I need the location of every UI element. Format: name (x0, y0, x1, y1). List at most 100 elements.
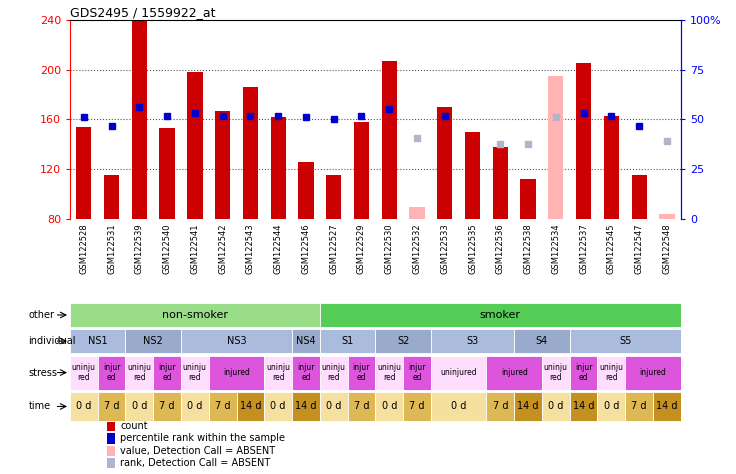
Text: S2: S2 (397, 336, 409, 346)
Bar (598, 392, 626, 420)
Bar (70, 392, 98, 420)
Text: GSM122533: GSM122533 (440, 223, 449, 274)
Text: GDS2495 / 1559922_at: GDS2495 / 1559922_at (70, 6, 216, 19)
Text: NS1: NS1 (88, 336, 107, 346)
Text: GSM122544: GSM122544 (274, 223, 283, 273)
Bar (107, 446, 116, 456)
Text: GSM122535: GSM122535 (468, 223, 477, 274)
Text: GSM122529: GSM122529 (357, 223, 366, 273)
Text: uninju
red: uninju red (183, 363, 207, 382)
Text: injur
ed: injur ed (575, 363, 592, 382)
Bar (437, 107, 453, 219)
Bar (486, 392, 514, 420)
Text: 0 d: 0 d (604, 401, 619, 411)
Bar (98, 392, 125, 420)
Bar (465, 132, 480, 219)
Text: uninju
red: uninju red (322, 363, 346, 382)
Bar (626, 392, 653, 420)
Bar (653, 392, 681, 420)
Text: time: time (29, 401, 51, 411)
Text: 0 d: 0 d (326, 401, 342, 411)
Text: GSM122542: GSM122542 (218, 223, 227, 273)
Text: S5: S5 (619, 336, 631, 346)
Bar (209, 356, 264, 390)
Text: injur
ed: injur ed (353, 363, 370, 382)
Bar (626, 356, 681, 390)
Text: S1: S1 (342, 336, 354, 346)
Bar (132, 20, 147, 219)
Bar (347, 392, 375, 420)
Bar (181, 329, 292, 353)
Bar (576, 64, 591, 219)
Bar (320, 392, 347, 420)
Text: S4: S4 (536, 336, 548, 346)
Bar (320, 356, 347, 390)
Bar (292, 356, 320, 390)
Bar (264, 392, 292, 420)
Text: uninju
red: uninju red (544, 363, 568, 382)
Bar (153, 356, 181, 390)
Text: GSM122537: GSM122537 (579, 223, 588, 274)
Bar (542, 356, 570, 390)
Bar (570, 392, 598, 420)
Text: injured: injured (500, 368, 528, 377)
Text: injur
ed: injur ed (158, 363, 176, 382)
Bar (431, 329, 514, 353)
Text: uninju
red: uninju red (72, 363, 96, 382)
Text: 0 d: 0 d (187, 401, 202, 411)
Text: count: count (120, 421, 148, 431)
Bar (542, 392, 570, 420)
Text: 14 d: 14 d (657, 401, 678, 411)
Text: GSM122547: GSM122547 (634, 223, 644, 274)
Bar (492, 147, 508, 219)
Text: 7 d: 7 d (631, 401, 647, 411)
Text: non-smoker: non-smoker (162, 310, 228, 320)
Bar (236, 392, 264, 420)
Bar (375, 329, 431, 353)
Bar (160, 128, 174, 219)
Text: GSM122527: GSM122527 (329, 223, 339, 274)
Bar (271, 117, 286, 219)
Bar (431, 392, 486, 420)
Bar (375, 356, 403, 390)
Bar (70, 356, 98, 390)
Bar (292, 392, 320, 420)
Text: injured: injured (223, 368, 250, 377)
Bar (125, 356, 153, 390)
Bar (409, 207, 425, 219)
Text: 7 d: 7 d (160, 401, 175, 411)
Text: 14 d: 14 d (295, 401, 316, 411)
Text: 0 d: 0 d (76, 401, 91, 411)
Bar (292, 329, 320, 353)
Bar (181, 392, 209, 420)
Bar (76, 127, 91, 219)
Bar (153, 392, 181, 420)
Bar (215, 111, 230, 219)
Bar (187, 72, 202, 219)
Text: injur
ed: injur ed (408, 363, 425, 382)
Bar (486, 356, 542, 390)
Text: GSM122539: GSM122539 (135, 223, 144, 274)
Text: GSM122534: GSM122534 (551, 223, 560, 274)
Text: 7 d: 7 d (215, 401, 230, 411)
Text: injur
ed: injur ed (297, 363, 315, 382)
Bar (631, 175, 647, 219)
Text: 14 d: 14 d (573, 401, 595, 411)
Text: rank, Detection Call = ABSENT: rank, Detection Call = ABSENT (120, 458, 271, 468)
Text: smoker: smoker (480, 310, 521, 320)
Text: 7 d: 7 d (492, 401, 508, 411)
Text: 0 d: 0 d (271, 401, 286, 411)
Text: 7 d: 7 d (104, 401, 119, 411)
Text: GSM122545: GSM122545 (607, 223, 616, 273)
Bar (125, 392, 153, 420)
Text: 7 d: 7 d (354, 401, 369, 411)
Text: GSM122528: GSM122528 (79, 223, 88, 274)
Text: uninju
red: uninju red (127, 363, 152, 382)
Text: GSM122538: GSM122538 (523, 223, 533, 274)
Bar (520, 179, 536, 219)
Text: injured: injured (640, 368, 667, 377)
Bar (514, 392, 542, 420)
Text: GSM122543: GSM122543 (246, 223, 255, 274)
Bar (264, 356, 292, 390)
Bar (548, 76, 564, 219)
